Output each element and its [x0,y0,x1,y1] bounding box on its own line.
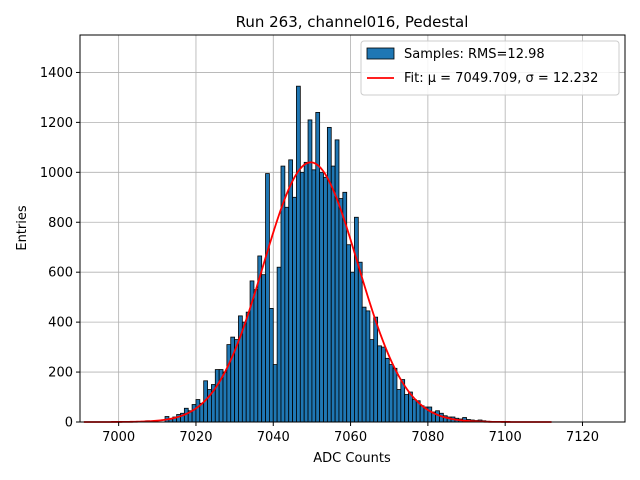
legend-label-fit: Fit: μ = 7049.709, σ = 12.232 [404,71,598,86]
histogram-bar [253,289,259,423]
y-tick-label: 1200 [40,116,73,131]
histogram-bar [350,271,355,423]
histogram-bar [311,169,317,423]
histogram-bar [303,161,309,423]
x-tick-label: 7120 [566,430,599,445]
histogram-bar [388,364,394,423]
histogram-bar [265,173,270,423]
histogram-bar [377,345,382,423]
fit-curve [83,161,552,423]
fit-line [83,161,552,423]
histogram-bar [214,369,220,423]
y-tick-label: 200 [48,366,73,381]
histogram-bar [292,196,297,423]
histogram-bar [296,85,301,423]
histogram-bar [268,307,274,423]
histogram-bar [261,274,266,423]
histogram-bar [230,336,236,423]
histogram-bar [323,176,328,423]
histogram-bar [365,310,371,423]
histogram-bar [369,339,375,423]
y-tick-label: 0 [65,416,73,431]
y-tick-label: 1000 [40,166,73,181]
x-tick-label: 7020 [179,430,212,445]
histogram-bar [412,399,417,423]
y-axis-ticks: 0 200 400 600 800 1000 1200 1400 [40,66,80,431]
histogram-bar [319,171,324,423]
x-tick-label: 7080 [411,430,444,445]
x-axis-ticks: 7000 7020 7040 7060 7080 7100 7120 [102,422,599,445]
histogram-bar [330,165,336,423]
x-axis-label: ADC Counts [313,451,391,466]
histogram-bar [419,405,425,423]
histogram-bar [361,306,367,423]
histogram-bar [396,389,402,423]
x-tick-label: 7040 [257,430,290,445]
y-axis-label: Entries [15,205,30,251]
histogram-bar [299,171,305,423]
y-tick-label: 400 [48,316,73,331]
chart-title: Run 263, channel016, Pedestal [236,13,469,31]
histogram-bar [354,216,359,423]
histogram-bar [381,346,386,423]
histogram-bar [284,206,290,423]
histogram-bar [191,404,197,423]
y-tick-label: 600 [48,266,73,281]
histogram-bar [435,410,440,423]
histogram-bar [326,126,332,423]
histogram-bar [195,399,201,423]
histogram-bar [226,344,232,423]
histogram-bar [338,198,344,423]
histogram-bar [245,311,251,423]
legend-box [360,40,620,96]
histogram-bar [276,266,282,423]
histogram-bar [373,316,379,423]
histogram-bar [288,159,293,423]
histogram-bar [307,119,313,423]
plot-frame [79,34,626,423]
legend: Samples: RMS=12.98 Fit: μ = 7049.709, σ … [360,40,620,96]
legend-label-samples: Samples: RMS=12.98 [404,47,545,62]
x-tick-label: 7100 [489,430,522,445]
x-tick-label: 7060 [334,430,367,445]
histogram-bar [357,261,363,423]
histogram-bar [272,364,278,423]
histogram-bar [404,394,409,423]
histogram-bar [334,139,340,423]
y-tick-label: 1400 [40,66,73,81]
histogram-bar [241,321,247,423]
legend-swatch-samples [366,47,395,60]
histogram-bar [346,244,351,423]
y-tick-label: 800 [48,216,73,231]
histogram-bar [392,367,398,423]
histogram-bar [222,371,228,423]
histogram-bar [315,112,321,423]
histogram-bar [384,357,390,423]
x-tick-label: 7000 [102,430,135,445]
